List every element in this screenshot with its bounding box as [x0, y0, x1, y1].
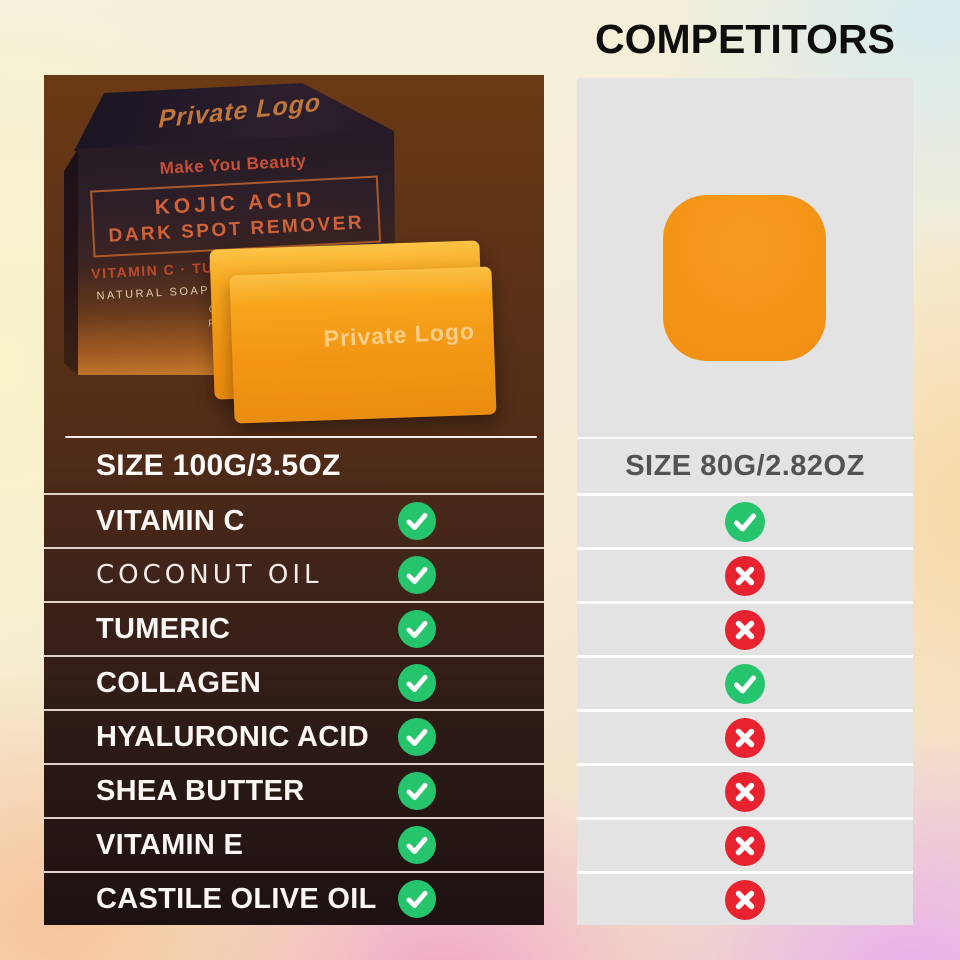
competitor-soap: [663, 195, 826, 361]
cross-icon: [725, 879, 765, 920]
ingredient-label: VITAMIN E: [96, 828, 244, 861]
divider-line: [65, 436, 537, 438]
check-icon: [398, 880, 436, 918]
ingredient-label: COCONUT OIL: [96, 560, 323, 590]
competitor-rows: [577, 493, 913, 925]
ingredient-label: COLLAGEN: [96, 666, 262, 699]
box-side-face: [64, 149, 78, 375]
competitor-row: [577, 817, 913, 871]
our-rows: VITAMIN C COCONUT OIL TUMERIC COLLAGEN HYALU…: [44, 493, 544, 925]
cross-icon: [725, 555, 765, 596]
competitor-row: [577, 493, 913, 547]
cross-icon: [725, 825, 765, 866]
ingredient-label: VITAMIN C: [96, 504, 245, 537]
our-product-panel: Private Logo Make You Beauty KOJIC ACID …: [44, 75, 544, 925]
ingredient-row: VITAMIN C: [44, 493, 544, 547]
cross-icon: [725, 717, 765, 758]
ingredient-row: SHEA BUTTER: [44, 763, 544, 817]
competitors-heading: COMPETITORS: [595, 16, 895, 62]
check-icon: [398, 556, 436, 594]
competitor-row: [577, 871, 913, 925]
ingredient-row: TUMERIC: [44, 601, 544, 655]
ingredient-row: VITAMIN E: [44, 817, 544, 871]
our-size-row: SIZE 100G/3.5OZ: [44, 439, 544, 493]
ingredient-label: TUMERIC: [96, 612, 231, 645]
competitor-size-row: SIZE 80G/2.82OZ: [577, 437, 913, 493]
check-icon: [725, 501, 765, 542]
ingredient-row: COLLAGEN: [44, 655, 544, 709]
cross-icon: [725, 771, 765, 812]
our-size-label: SIZE 100G/3.5OZ: [96, 449, 341, 482]
ingredient-row: COCONUT OIL: [44, 547, 544, 601]
check-icon: [398, 664, 436, 702]
ingredient-row: HYALURONIC ACID: [44, 709, 544, 763]
competitor-panel: SIZE 80G/2.82OZ: [577, 78, 913, 925]
check-icon: [398, 772, 436, 810]
soap-bar-front: Private Logo: [229, 266, 497, 424]
competitor-row: [577, 547, 913, 601]
competitor-row: [577, 709, 913, 763]
check-icon: [398, 826, 436, 864]
check-icon: [398, 502, 436, 540]
cross-icon: [725, 609, 765, 650]
ingredient-label: SHEA BUTTER: [96, 774, 305, 807]
check-icon: [725, 663, 765, 704]
soap-logo-text: Private Logo: [323, 317, 476, 352]
ingredient-row: CASTILE OLIVE OIL: [44, 871, 544, 925]
competitor-row: [577, 601, 913, 655]
competitor-row: [577, 655, 913, 709]
our-product-photo: Private Logo Make You Beauty KOJIC ACID …: [44, 75, 544, 437]
check-icon: [398, 610, 436, 648]
competitor-photo: [577, 78, 913, 437]
competitor-size-label: SIZE 80G/2.82OZ: [625, 449, 865, 482]
competitor-row: [577, 763, 913, 817]
check-icon: [398, 718, 436, 756]
ingredient-label: HYALURONIC ACID: [96, 720, 370, 753]
ingredient-label: CASTILE OLIVE OIL: [96, 882, 377, 915]
